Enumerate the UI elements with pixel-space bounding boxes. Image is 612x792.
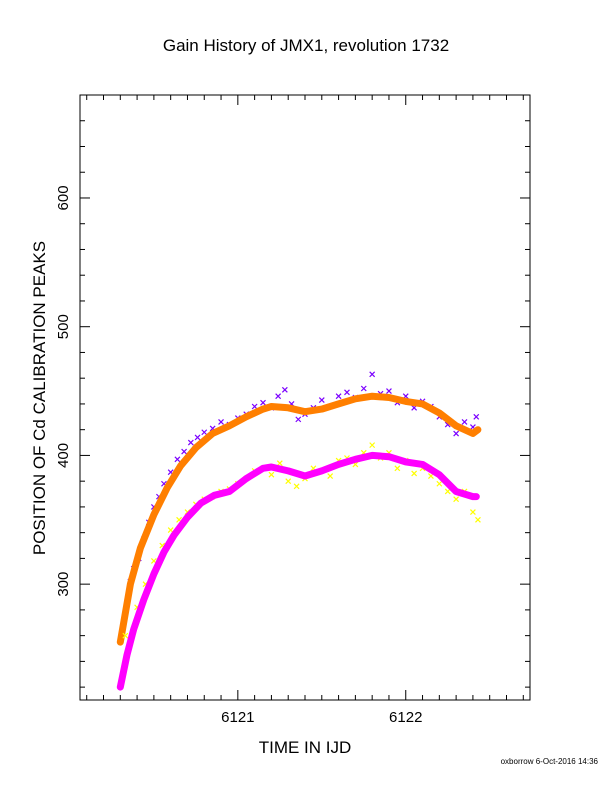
data-point bbox=[444, 488, 451, 495]
data-point bbox=[318, 397, 325, 403]
data-point bbox=[360, 385, 367, 392]
data-point bbox=[327, 473, 334, 479]
data-point bbox=[201, 429, 208, 436]
data-point bbox=[293, 483, 300, 490]
data-point bbox=[285, 478, 292, 485]
data-point bbox=[122, 632, 129, 639]
data-point bbox=[344, 389, 350, 396]
data-point bbox=[194, 434, 201, 441]
plot-frame bbox=[79, 94, 531, 701]
data-point bbox=[369, 442, 376, 449]
data-point bbox=[461, 419, 468, 425]
data-point bbox=[251, 403, 258, 410]
data-point bbox=[181, 448, 188, 455]
data-point bbox=[295, 416, 302, 423]
y-tick-label: 300 bbox=[55, 572, 72, 597]
x-axis-label: TIME IN IJD bbox=[258, 738, 352, 757]
y-tick-label: 400 bbox=[55, 443, 72, 468]
data-point bbox=[276, 460, 283, 467]
data-point bbox=[260, 399, 266, 406]
data-point bbox=[369, 371, 376, 378]
series-line bbox=[116, 392, 482, 646]
data-point bbox=[281, 386, 288, 393]
data-point bbox=[335, 393, 342, 400]
data-point bbox=[469, 509, 476, 515]
data-point bbox=[275, 393, 282, 400]
y-tick-label: 500 bbox=[55, 314, 72, 339]
data-point bbox=[473, 413, 480, 420]
data-point bbox=[475, 516, 481, 523]
data-point bbox=[453, 430, 460, 437]
data-point bbox=[453, 496, 460, 503]
data-point bbox=[218, 419, 224, 425]
data-point bbox=[411, 470, 418, 477]
data-point bbox=[436, 480, 443, 487]
data-point bbox=[386, 388, 392, 394]
y-tick-label: 600 bbox=[55, 185, 72, 210]
y-axis-label: POSITION OF Cd CALIBRATION PEAKS bbox=[30, 240, 49, 556]
data-point bbox=[268, 471, 275, 478]
series-line bbox=[116, 451, 480, 691]
x-tick-label: 6121 bbox=[221, 709, 254, 726]
chart-title: Gain History of JMX1, revolution 1732 bbox=[162, 36, 450, 55]
data-point bbox=[394, 465, 401, 472]
data-point bbox=[174, 456, 181, 463]
x-tick-label: 6122 bbox=[389, 709, 422, 726]
footer-credit: oxborrow 6-Oct-2016 14:36 bbox=[500, 757, 598, 766]
data-point bbox=[187, 439, 194, 446]
